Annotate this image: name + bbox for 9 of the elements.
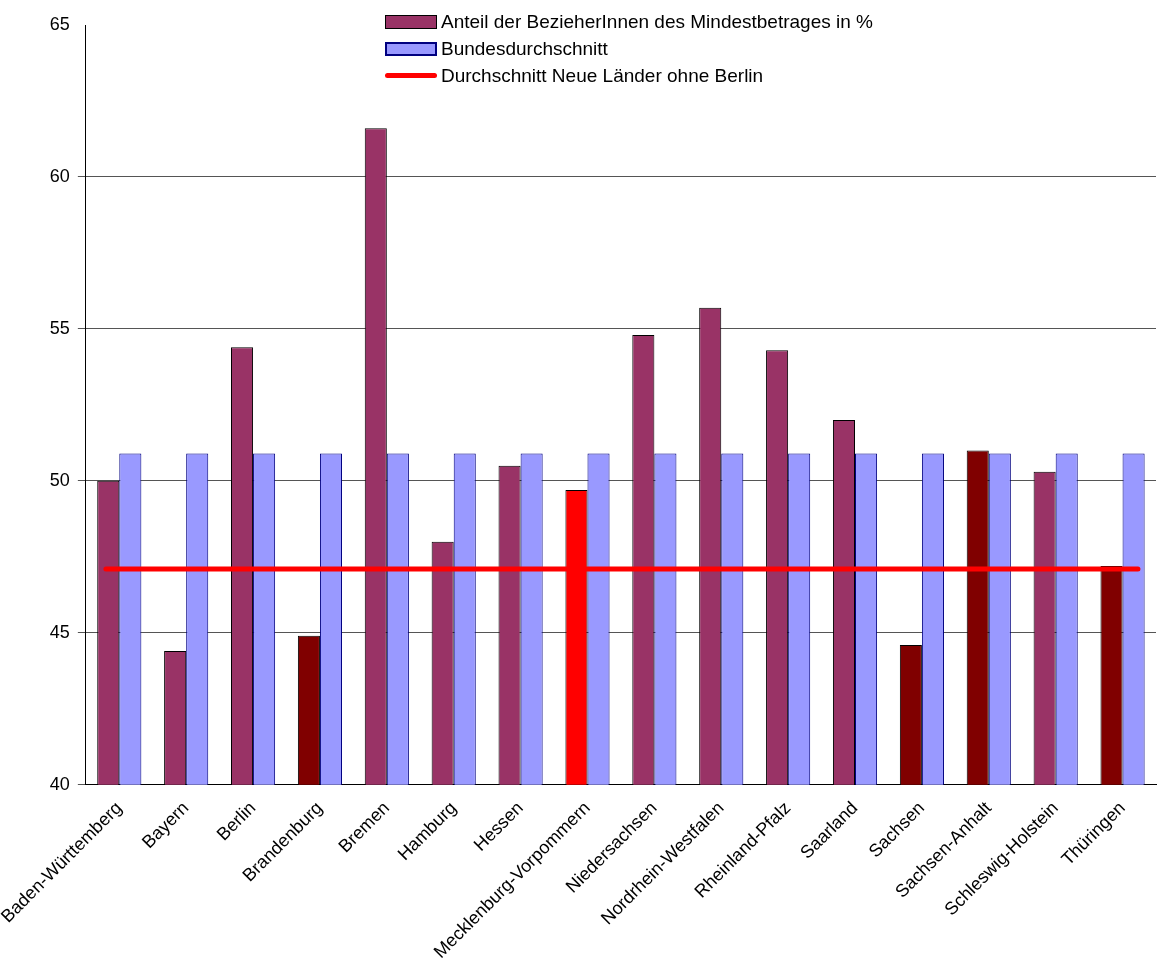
legend-label: Durchschnitt Neue Länder ohne Berlin [441,64,764,87]
legend-label: Bundesdurchschnitt [441,37,608,60]
y-tick-label: 45 [49,621,70,642]
y-tick-label: 50 [49,469,70,490]
y-tick-label: 60 [49,165,70,186]
y-tick-label: 40 [49,773,70,794]
y-tick-label: 55 [49,317,70,338]
y-tick-label: 65 [49,13,70,34]
legend-label: Anteil der BezieherInnen des Mindestbetrages in % [441,10,873,33]
